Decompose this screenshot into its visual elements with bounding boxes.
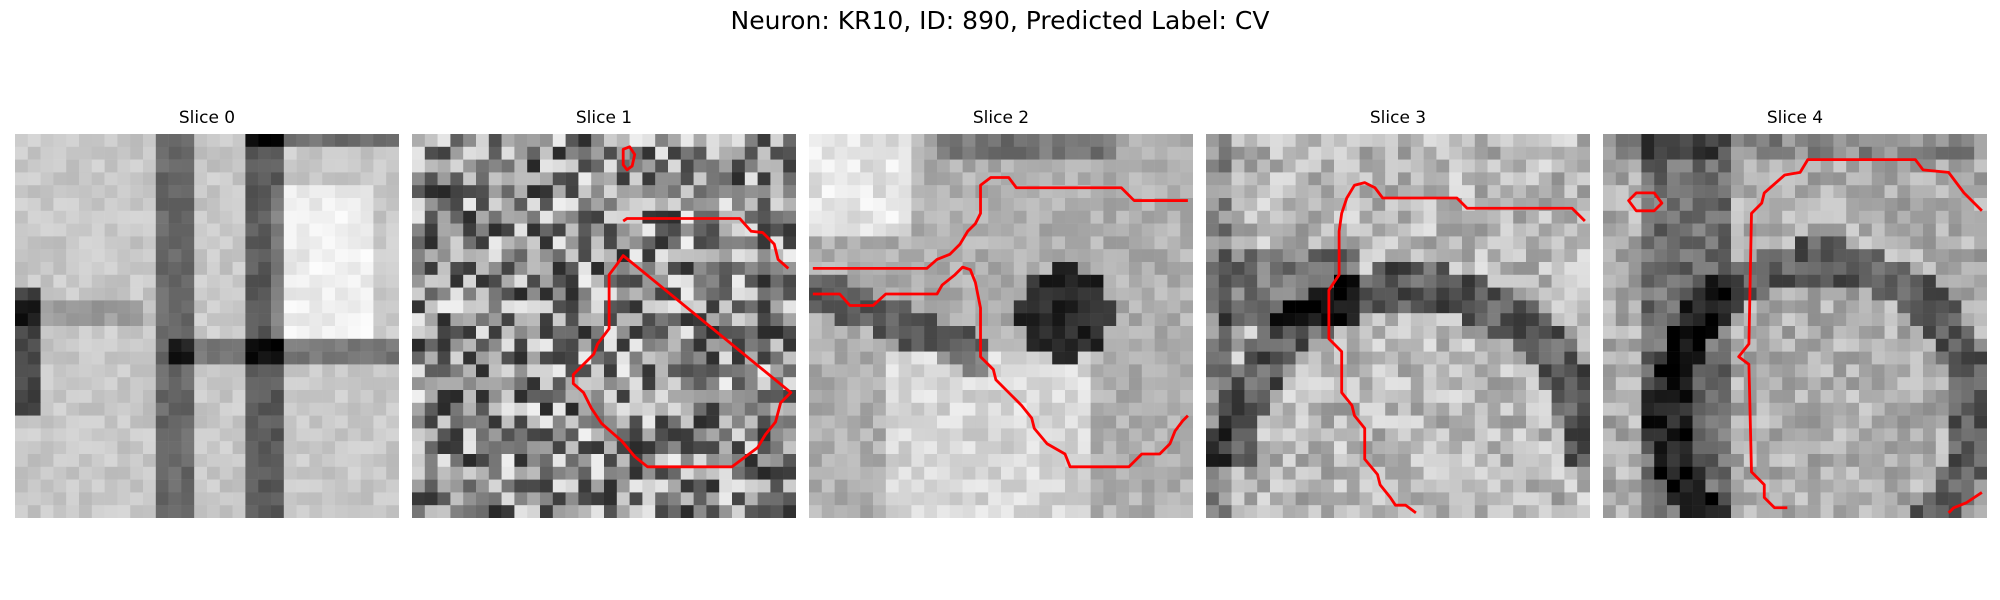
slice-1-contour-0 — [621, 145, 637, 172]
slice-1-contour-1 — [571, 217, 793, 469]
slice-4-contour-0 — [1627, 191, 1664, 213]
slice-1-image — [412, 134, 796, 518]
slice-4-contour-1 — [1737, 158, 1983, 510]
slice-0-image — [15, 134, 399, 518]
slice-2-image — [809, 134, 1193, 518]
slice-2-contour-0 — [812, 176, 1188, 270]
slice-3-image — [1206, 134, 1590, 518]
slice-0-title: Slice 0 — [178, 108, 236, 128]
slice-3-title: Slice 3 — [1369, 108, 1427, 128]
slice-2-contour-1 — [812, 265, 1189, 469]
slice-4-title: Slice 4 — [1766, 108, 1824, 128]
slice-2-title: Slice 2 — [972, 108, 1030, 128]
slice-1-title: Slice 1 — [575, 108, 633, 128]
slice-3-contour-0 — [1327, 181, 1586, 515]
figure-title: Neuron: KR10, ID: 890, Predicted Label: … — [730, 6, 1270, 35]
slice-4-image — [1603, 134, 1987, 518]
slice-4-contour-2 — [1947, 491, 1983, 514]
